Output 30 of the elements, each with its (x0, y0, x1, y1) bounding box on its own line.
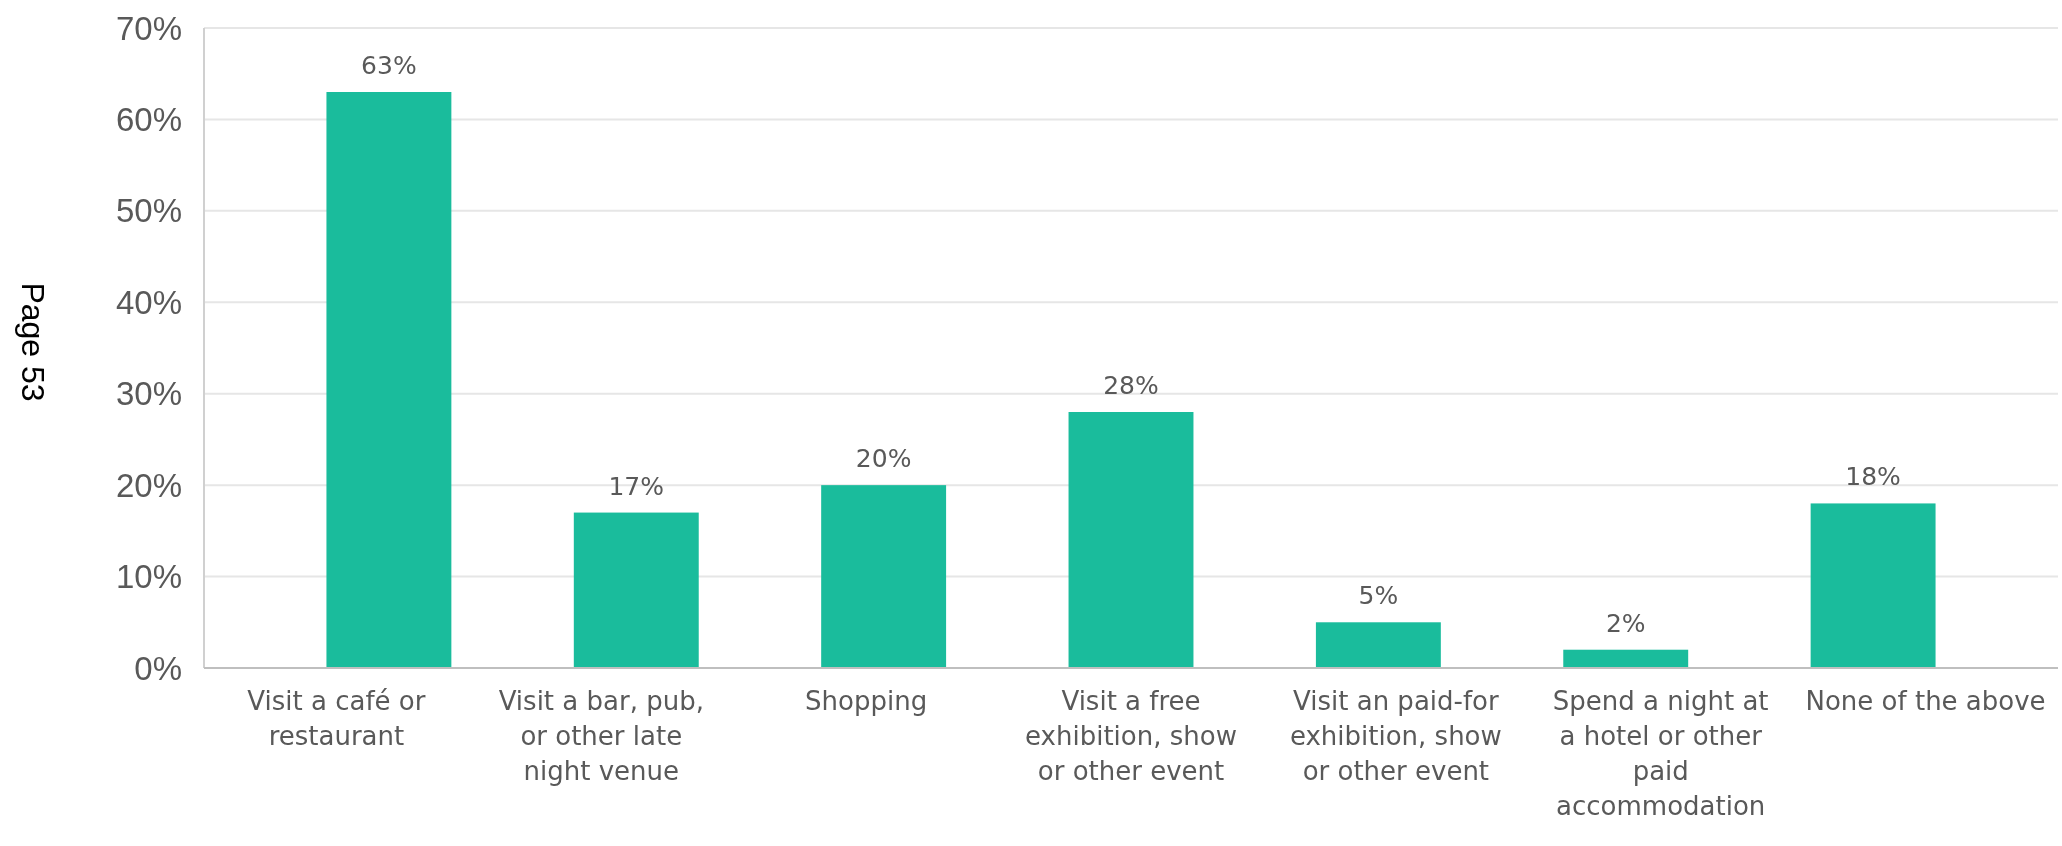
y-tick-label: 40% (115, 283, 182, 321)
bar (1563, 649, 1689, 668)
data-label: 2% (1605, 608, 1646, 638)
x-tick-label: Shopping (805, 686, 928, 716)
x-tick-label: Visit a bar, pub, or other late night venue (498, 686, 704, 786)
data-label: 63% (361, 51, 417, 80)
bar (1068, 412, 1194, 668)
bar (573, 512, 699, 668)
y-tick-label: 30% (115, 375, 182, 413)
bar (821, 485, 947, 668)
y-tick-label: 70% (115, 9, 182, 47)
data-label: 5% (1358, 581, 1399, 611)
data-label: 17% (608, 471, 665, 501)
y-tick-label: 10% (115, 558, 182, 596)
x-tick-label: Visit an paid-for exhibition, show or other event (1289, 686, 1502, 786)
bar (326, 92, 452, 668)
y-tick-label: 20% (115, 466, 182, 504)
data-label: 28% (1103, 371, 1159, 400)
x-tick-label: Visit a free exhibition, show or other event (1025, 686, 1237, 786)
y-tick-label: 50% (115, 192, 182, 230)
data-label: 20% (855, 444, 912, 474)
bar (1315, 622, 1441, 668)
text: Page 53 (15, 282, 51, 402)
data-label: 18% (1845, 462, 1901, 492)
x-tick-label: Visit a café or restaurant (247, 686, 426, 751)
bar (1810, 503, 1936, 668)
x-tick-label: Spend a night at a hotel or other paid accommodation (1552, 686, 1769, 821)
y-tick-label: 60% (115, 100, 182, 138)
y-tick-label: 0% (134, 649, 182, 687)
x-tick-label: None of the above (1805, 686, 2046, 716)
